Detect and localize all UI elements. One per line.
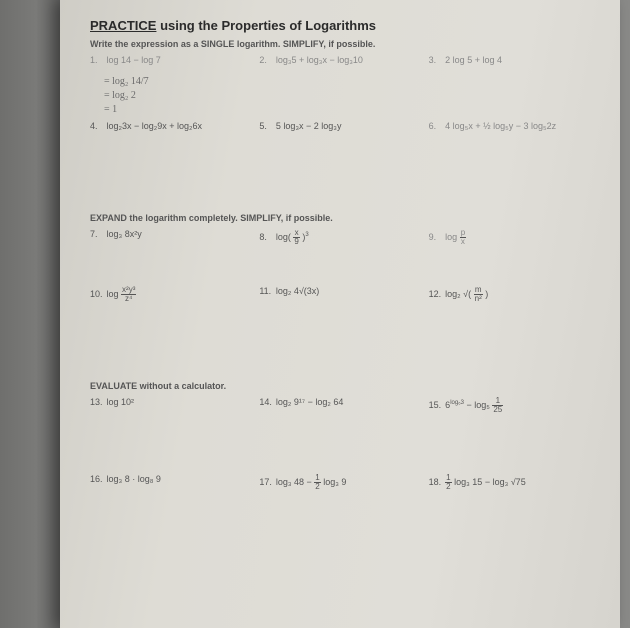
- title-underlined: PRACTICE: [90, 18, 156, 33]
- handwritten-work: = log₂ 14/7 = log₂ 2 = 1: [104, 75, 598, 117]
- row-problems-4-6: 4. log₂3x − log₂9x + log₂6x 5. 5 log₃x −…: [90, 121, 598, 135]
- problem-number: 18.: [429, 477, 443, 487]
- problem-2: 2. log₃5 + log₃x − log₃10: [259, 55, 428, 69]
- problem-4: 4. log₂3x − log₂9x + log₂6x: [90, 121, 259, 135]
- problem-number: 1.: [90, 55, 104, 65]
- problem-number: 12.: [429, 289, 443, 299]
- desk-surface: [0, 0, 60, 628]
- problem-number: 8.: [259, 232, 273, 242]
- problem-15: 15. 6log₆3 − log₅ 125: [429, 397, 598, 414]
- problem-7: 7. log₃ 8x²y: [90, 229, 259, 246]
- row-problems-7-9: 7. log₃ 8x²y 8. log( x9 )3 9. log px: [90, 229, 598, 246]
- problem-number: 7.: [90, 229, 104, 239]
- problem-number: 13.: [90, 397, 104, 407]
- problem-body: log₃ 48 − 12 log₃ 9: [276, 477, 347, 487]
- problem-number: 3.: [429, 55, 443, 65]
- problem-body: 6log₆3 − log₅ 125: [445, 400, 503, 410]
- problem-body: log₃ 8 · log₈ 9: [107, 474, 161, 484]
- problem-16: 16. log₃ 8 · log₈ 9: [90, 474, 259, 491]
- problem-body: log 10²: [107, 397, 135, 407]
- problem-body: log( x9 )3: [276, 232, 309, 242]
- problem-17: 17. log₃ 48 − 12 log₃ 9: [259, 474, 428, 491]
- problem-1: 1. log 14 − log 7: [90, 55, 259, 69]
- section3-heading: EVALUATE without a calculator.: [90, 381, 598, 391]
- title-rest: using the Properties of Logarithms: [156, 18, 376, 33]
- problem-body: 2 log 5 + log 4: [445, 55, 502, 65]
- problem-number: 5.: [259, 121, 273, 131]
- problem-number: 6.: [429, 121, 443, 131]
- problem-body: log x²y³z⁴: [107, 289, 137, 299]
- problem-body: 4 log₅x + ½ log₅y − 3 log₅2z: [445, 121, 556, 131]
- problem-10: 10. log x²y³z⁴: [90, 286, 259, 303]
- page-title: PRACTICE using the Properties of Logarit…: [90, 18, 598, 33]
- problem-number: 4.: [90, 121, 104, 131]
- problem-body: 12 log₃ 15 − log₃ √75: [445, 477, 526, 487]
- problem-number: 11.: [259, 286, 273, 296]
- problem-number: 14.: [259, 397, 273, 407]
- problem-number: 10.: [90, 289, 104, 299]
- problem-3: 3. 2 log 5 + log 4: [429, 55, 598, 69]
- problem-body: log 14 − log 7: [107, 55, 161, 65]
- spacer: [90, 309, 598, 373]
- spacer: [90, 420, 598, 474]
- problem-14: 14. log₂ 9¹⁷ − log₂ 64: [259, 397, 428, 414]
- row-problems-16-18: 16. log₃ 8 · log₈ 9 17. log₃ 48 − 12 log…: [90, 474, 598, 491]
- section2-heading: EXPAND the logarithm completely. SIMPLIF…: [90, 213, 598, 223]
- problem-13: 13. log 10²: [90, 397, 259, 414]
- problem-number: 15.: [429, 400, 443, 410]
- hand-line-2: = log₂ 2: [104, 89, 598, 103]
- problem-5: 5. 5 log₃x − 2 log₃y: [259, 121, 428, 135]
- problem-number: 16.: [90, 474, 104, 484]
- problem-18: 18. 12 log₃ 15 − log₃ √75: [429, 474, 598, 491]
- hand-line-1: = log₂ 14/7: [104, 75, 598, 89]
- problem-body: log₂3x − log₂9x + log₂6x: [107, 121, 203, 131]
- row-problems-13-15: 13. log 10² 14. log₂ 9¹⁷ − log₂ 64 15. 6…: [90, 397, 598, 414]
- problem-6: 6. 4 log₅x + ½ log₅y − 3 log₅2z: [429, 121, 598, 135]
- problem-number: 9.: [429, 232, 443, 242]
- problem-11: 11. log₂ 4√(3x): [259, 286, 428, 303]
- section1-heading: Write the expression as a SINGLE logarit…: [90, 39, 598, 49]
- problem-body: 5 log₃x − 2 log₃y: [276, 121, 342, 131]
- problem-number: 2.: [259, 55, 273, 65]
- row-problems-1-3: 1. log 14 − log 7 2. log₃5 + log₃x − log…: [90, 55, 598, 69]
- hand-line-3: = 1: [104, 103, 598, 117]
- problem-body: log₃5 + log₃x − log₃10: [276, 55, 363, 65]
- worksheet-page: PRACTICE using the Properties of Logarit…: [60, 0, 620, 628]
- problem-9: 9. log px: [429, 229, 598, 246]
- problem-body: log₃ 8x²y: [107, 229, 142, 239]
- spacer: [90, 141, 598, 205]
- problem-body: log₂ √( mn² ): [445, 289, 488, 299]
- spacer: [90, 252, 598, 286]
- problem-number: 17.: [259, 477, 273, 487]
- problem-body: log px: [445, 232, 466, 242]
- problem-12: 12. log₂ √( mn² ): [429, 286, 598, 303]
- problem-body: log₂ 4√(3x): [276, 286, 319, 296]
- row-problems-10-12: 10. log x²y³z⁴ 11. log₂ 4√(3x) 12. log₂ …: [90, 286, 598, 303]
- problem-8: 8. log( x9 )3: [259, 229, 428, 246]
- problem-body: log₂ 9¹⁷ − log₂ 64: [276, 397, 344, 407]
